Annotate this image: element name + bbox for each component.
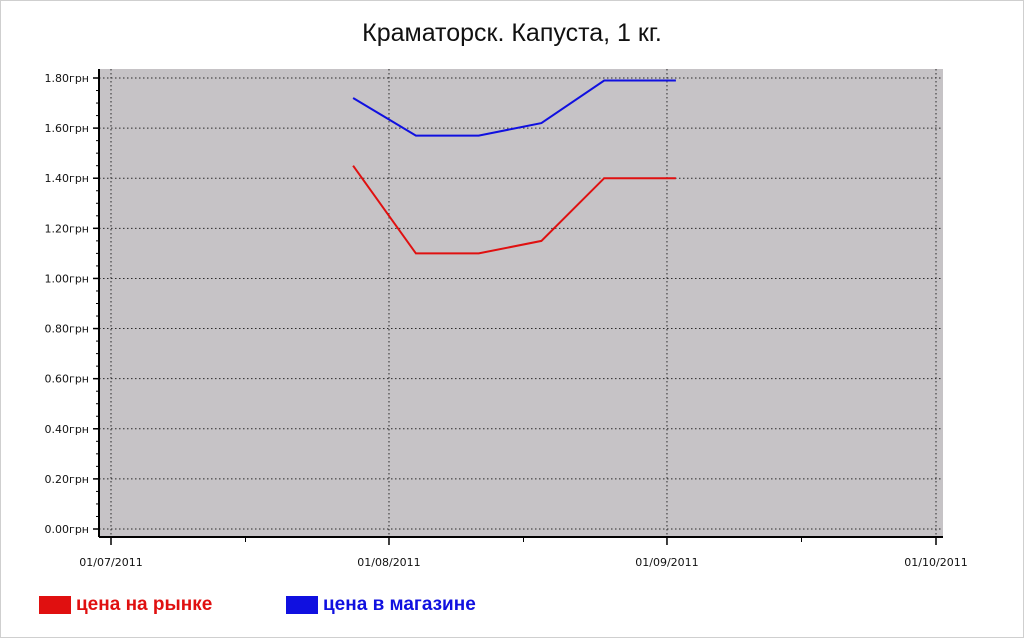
legend-swatch-market	[39, 596, 71, 614]
x-tick-label: 01/09/2011	[635, 556, 698, 569]
legend-label-store: цена в магазине	[323, 594, 476, 615]
series-line-0	[352, 165, 676, 255]
series-line-1	[352, 79, 676, 137]
y-tick-label: 1.60грн	[45, 122, 89, 135]
x-tick-label: 01/07/2011	[79, 556, 142, 569]
legend-item-market: цена на рынке	[39, 593, 212, 617]
legend-item-store: цена в магазине	[286, 593, 476, 617]
legend-label-market: цена на рынке	[76, 594, 213, 615]
y-tick-label: 0.80грн	[45, 323, 89, 336]
y-tick-label: 1.00грн	[45, 272, 89, 285]
chart-title: Краматорск. Капуста, 1 кг.	[362, 19, 662, 47]
y-tick-label: 0.00грн	[45, 523, 89, 536]
y-tick-label: 0.20грн	[45, 473, 89, 486]
plot-area	[99, 69, 943, 537]
y-tick-label: 0.60грн	[45, 373, 89, 386]
y-tick-label: 1.40грн	[45, 172, 89, 185]
legend-swatch-store	[286, 596, 318, 614]
y-tick-label: 1.80грн	[45, 72, 89, 85]
x-tick-label: 01/10/2011	[904, 556, 967, 569]
x-tick-label: 01/08/2011	[357, 556, 420, 569]
y-tick-label: 1.20грн	[45, 222, 89, 235]
y-tick-label: 0.40грн	[45, 423, 89, 436]
